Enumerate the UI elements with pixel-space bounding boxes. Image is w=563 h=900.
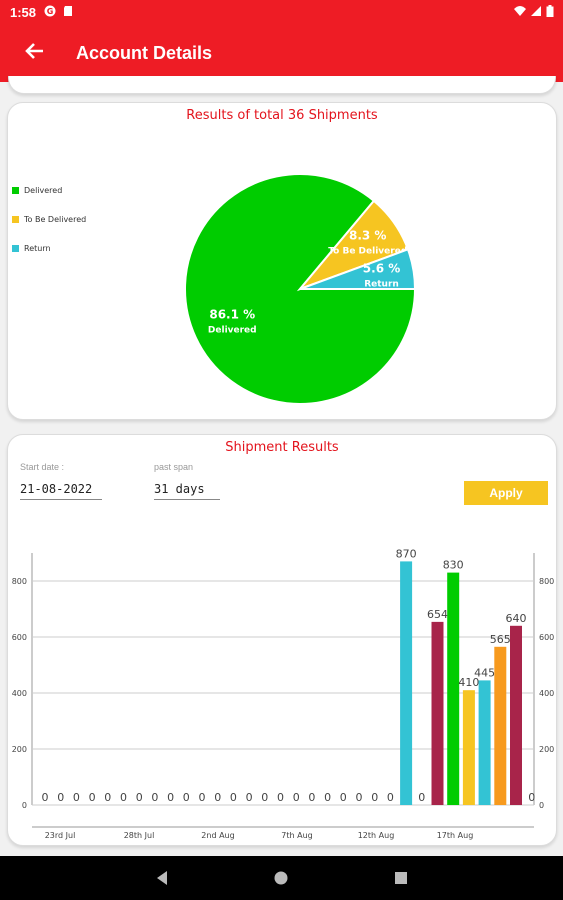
bar-value-label: 640: [506, 612, 527, 625]
bar-value-label: 0: [371, 791, 378, 804]
x-tick-label: 2nd Aug: [201, 831, 234, 840]
legend-item-to-be-delivered: To Be Delivered: [12, 215, 86, 224]
past-span-field[interactable]: 31 days: [154, 482, 220, 500]
bar[interactable]: [462, 690, 475, 805]
y-tick-label-right: 600: [539, 633, 554, 642]
pie-slice-label: To Be Delivered: [328, 246, 407, 256]
bar-value-label: 0: [89, 791, 96, 804]
wifi-icon: [514, 6, 526, 16]
start-date-label: Start date :: [20, 462, 65, 472]
back-arrow-icon[interactable]: [24, 40, 46, 62]
status-time: 1:58: [10, 5, 37, 20]
bar-value-label: 0: [293, 791, 300, 804]
bar-value-label: 0: [151, 791, 158, 804]
bar-value-label: 410: [458, 676, 479, 689]
legend-swatch: [12, 245, 19, 252]
bar[interactable]: [400, 561, 413, 805]
x-tick-label: 12th Aug: [358, 831, 395, 840]
pie-percent-label: 86.1 %: [209, 308, 255, 322]
bar-value-label: 0: [308, 791, 315, 804]
battery-icon: [546, 5, 554, 17]
system-nav-bar: [0, 856, 563, 900]
bar-value-label: 0: [167, 791, 174, 804]
bar[interactable]: [494, 646, 507, 805]
apply-button[interactable]: Apply: [464, 481, 548, 505]
bar-value-label: 0: [199, 791, 206, 804]
past-span-label: past span: [154, 462, 194, 472]
bar-value-label: 0: [136, 791, 143, 804]
pie-chart: 86.1 % Delivered 8.3 % To Be Delivered 5.6 %…: [184, 173, 417, 405]
x-tick-label: 23rd Jul: [45, 831, 76, 840]
bar-value-label: 0: [246, 791, 253, 804]
notification-g-icon: G: [44, 5, 56, 17]
pie-card-title: Results of total 36 Shipments: [186, 108, 378, 123]
bar-value-label: 870: [396, 547, 417, 560]
shipment-results-card: Shipment Results Start date : 21-08-2022…: [7, 434, 557, 846]
status-bar: 1:58 G: [0, 0, 563, 24]
legend-item-return: Return: [12, 244, 51, 253]
y-tick-label-left: 400: [12, 689, 27, 698]
bar-value-label: 0: [528, 791, 535, 804]
bar-value-label: 830: [443, 559, 464, 572]
nav-recents-icon[interactable]: [393, 870, 409, 886]
app-bar: Account Details: [0, 24, 563, 82]
nav-home-icon[interactable]: [273, 870, 289, 886]
signal-icon: [531, 6, 541, 16]
previous-card: [8, 76, 556, 94]
x-tick-label: 17th Aug: [437, 831, 474, 840]
bar-value-label: 0: [387, 791, 394, 804]
bar-value-label: 0: [277, 791, 284, 804]
start-date-field[interactable]: 21-08-2022: [20, 482, 102, 500]
nav-back-icon[interactable]: [154, 870, 170, 886]
pie-slice-delivered[interactable]: [184, 173, 417, 405]
bar-card-title: Shipment Results: [225, 440, 339, 455]
y-tick-label-left: 800: [12, 577, 27, 586]
bar[interactable]: [431, 621, 444, 805]
shipments-pie-card: Results of total 36 Shipments Delivered …: [7, 102, 557, 420]
svg-text:G: G: [47, 7, 54, 16]
bar[interactable]: [478, 680, 491, 805]
bar-value-label: 0: [214, 791, 221, 804]
x-tick-label: 28th Jul: [124, 831, 155, 840]
bar-value-label: 0: [324, 791, 331, 804]
bar-value-label: 0: [120, 791, 127, 804]
y-tick-label-right: 200: [539, 745, 554, 754]
sd-card-icon: [64, 6, 72, 16]
pie-slice-label: Return: [364, 280, 399, 290]
x-tick-label: 7th Aug: [281, 831, 312, 840]
bar[interactable]: [510, 625, 522, 805]
page-title: Account Details: [76, 43, 213, 63]
pie-slice-return[interactable]: [299, 248, 417, 290]
pie-percent-label: 8.3 %: [349, 228, 386, 242]
bar-value-label: 565: [490, 633, 511, 646]
bar-value-label: 0: [340, 791, 347, 804]
bar-value-label: 0: [183, 791, 190, 804]
y-tick-label-left: 0: [22, 801, 27, 810]
y-tick-label-right: 0: [539, 801, 544, 810]
y-tick-label-left: 200: [12, 745, 27, 754]
legend-swatch: [12, 216, 19, 223]
y-tick-label-right: 400: [539, 689, 554, 698]
y-tick-label-right: 800: [539, 577, 554, 586]
bar-value-label: 0: [42, 791, 49, 804]
bar-value-label: 0: [73, 791, 80, 804]
pie-slice-label: Delivered: [208, 326, 257, 336]
y-tick-label-left: 600: [12, 633, 27, 642]
pie-percent-label: 5.6 %: [363, 262, 400, 276]
legend-swatch: [12, 187, 19, 194]
bar-value-label: 0: [261, 791, 268, 804]
bar[interactable]: [447, 572, 460, 805]
bar-value-label: 654: [427, 608, 448, 621]
bar-value-label: 0: [104, 791, 111, 804]
legend-item-delivered: Delivered: [12, 186, 62, 195]
bar-value-label: 0: [230, 791, 237, 804]
bar-value-label: 0: [418, 791, 425, 804]
bar-value-label: 0: [57, 791, 64, 804]
bar-value-label: 0: [356, 791, 363, 804]
bar-value-label: 445: [474, 666, 495, 679]
